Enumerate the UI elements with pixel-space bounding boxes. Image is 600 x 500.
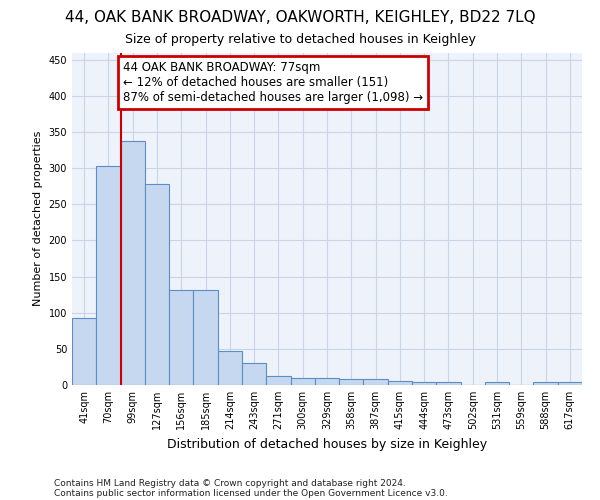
Text: 44 OAK BANK BROADWAY: 77sqm
← 12% of detached houses are smaller (151)
87% of se: 44 OAK BANK BROADWAY: 77sqm ← 12% of det… [123, 61, 423, 104]
Bar [145, 184, 169, 385]
Text: 44, OAK BANK BROADWAY, OAKWORTH, KEIGHLEY, BD22 7LQ: 44, OAK BANK BROADWAY, OAKWORTH, KEIGHLE… [65, 10, 535, 25]
Bar [72, 318, 96, 385]
Text: Contains public sector information licensed under the Open Government Licence v3: Contains public sector information licen… [54, 488, 448, 498]
X-axis label: Distribution of detached houses by size in Keighley: Distribution of detached houses by size … [167, 438, 487, 450]
Bar [388, 382, 412, 385]
Bar [364, 379, 388, 385]
Bar [169, 290, 193, 385]
Bar [121, 140, 145, 385]
Bar [412, 382, 436, 385]
Bar [193, 290, 218, 385]
Text: Contains HM Land Registry data © Crown copyright and database right 2024.: Contains HM Land Registry data © Crown c… [54, 478, 406, 488]
Bar [339, 379, 364, 385]
Bar [218, 351, 242, 385]
Bar [558, 382, 582, 385]
Bar [96, 166, 121, 385]
Bar [533, 382, 558, 385]
Text: Size of property relative to detached houses in Keighley: Size of property relative to detached ho… [125, 32, 475, 46]
Bar [315, 378, 339, 385]
Y-axis label: Number of detached properties: Number of detached properties [33, 131, 43, 306]
Bar [290, 378, 315, 385]
Bar [485, 382, 509, 385]
Bar [436, 382, 461, 385]
Bar [242, 362, 266, 385]
Bar [266, 376, 290, 385]
